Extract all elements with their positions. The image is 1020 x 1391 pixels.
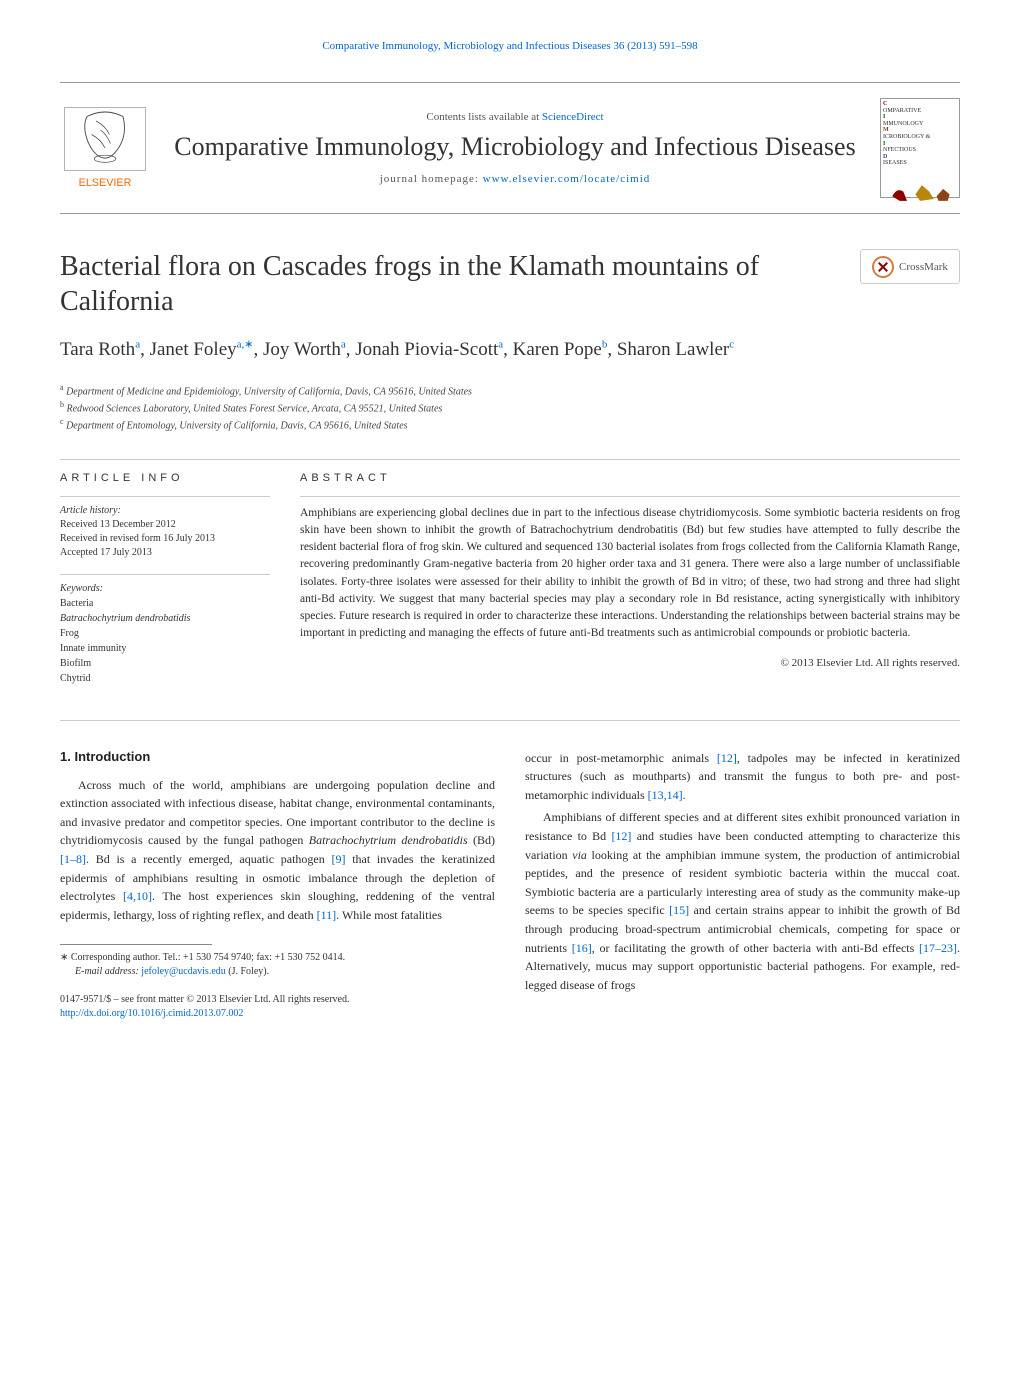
article-info: ARTICLE INFO Article history: Received 1… <box>60 472 270 700</box>
running-header: Comparative Immunology, Microbiology and… <box>60 40 960 52</box>
body-paragraph: Across much of the world, amphibians are… <box>60 776 495 925</box>
keyword: Biofilm <box>60 656 270 671</box>
email-who: (J. Foley). <box>228 966 269 977</box>
sciencedirect-link[interactable]: ScienceDirect <box>542 111 604 123</box>
journal-title: Comparative Immunology, Microbiology and… <box>150 131 880 162</box>
homepage-line: journal homepage: www.elsevier.com/locat… <box>150 173 880 185</box>
article-info-heading: ARTICLE INFO <box>60 472 270 484</box>
email-link[interactable]: jefoley@ucdavis.edu <box>141 966 225 977</box>
masthead: ELSEVIER Contents lists available at Sci… <box>60 82 960 214</box>
abstract-text: Amphibians are experiencing global decli… <box>300 505 960 643</box>
body-col-left: 1. Introduction Across much of the world… <box>60 749 495 1022</box>
body-columns: 1. Introduction Across much of the world… <box>60 749 960 1022</box>
cover-title: COMPARATIVE IMMUNOLOGY MICROBIOLOGY & IN… <box>883 101 957 167</box>
elsevier-logo: ELSEVIER <box>60 103 150 193</box>
abstract-copyright: © 2013 Elsevier Ltd. All rights reserved… <box>300 657 960 669</box>
body-paragraph: Amphibians of different species and at d… <box>525 808 960 994</box>
elsevier-text: ELSEVIER <box>79 177 132 189</box>
email-label: E-mail address: <box>75 966 139 977</box>
keyword: Batrachochytrium dendrobatidis <box>60 611 270 626</box>
corresponding-text: ∗ Corresponding author. Tel.: +1 530 754… <box>60 951 495 965</box>
journal-cover: COMPARATIVE IMMUNOLOGY MICROBIOLOGY & IN… <box>880 98 960 198</box>
keyword: Frog <box>60 626 270 641</box>
abstract-heading: ABSTRACT <box>300 472 960 484</box>
title-row: Bacterial flora on Cascades frogs in the… <box>60 249 960 319</box>
sciencedirect-line: Contents lists available at ScienceDirec… <box>150 111 880 123</box>
intro-heading: 1. Introduction <box>60 749 495 764</box>
keyword: Chytrid <box>60 671 270 686</box>
sciencedirect-prefix: Contents lists available at <box>426 111 541 123</box>
homepage-link[interactable]: www.elsevier.com/locate/cimid <box>483 173 651 185</box>
body-paragraph: occur in post-metamorphic animals [12], … <box>525 749 960 805</box>
body-col-right: occur in post-metamorphic animals [12], … <box>525 749 960 1022</box>
crossmark-badge[interactable]: CrossMark <box>860 249 960 284</box>
info-abstract-block: ARTICLE INFO Article history: Received 1… <box>60 459 960 721</box>
doi-link[interactable]: http://dx.doi.org/10.1016/j.cimid.2013.0… <box>60 1008 243 1019</box>
history-item: Received 13 December 2012 <box>60 518 270 532</box>
cover-image <box>883 167 957 207</box>
footer-meta: 0147-9571/$ – see front matter © 2013 El… <box>60 993 495 1021</box>
keywords-block: Keywords: Bacteria Batrachochytrium dend… <box>60 583 270 686</box>
keywords-list: Bacteria Batrachochytrium dendrobatidis … <box>60 596 270 686</box>
issn-line: 0147-9571/$ – see front matter © 2013 El… <box>60 993 495 1007</box>
article-title: Bacterial flora on Cascades frogs in the… <box>60 249 860 319</box>
authors: Tara Rotha, Janet Foleya,∗, Joy Wortha, … <box>60 337 960 364</box>
article-history: Article history: Received 13 December 20… <box>60 505 270 560</box>
crossmark-label: CrossMark <box>899 261 948 273</box>
history-label: Article history: <box>60 505 270 516</box>
corresponding-footnote: ∗ Corresponding author. Tel.: +1 530 754… <box>60 951 495 979</box>
running-header-link[interactable]: Comparative Immunology, Microbiology and… <box>322 40 697 52</box>
footnote-separator <box>60 944 212 945</box>
history-item: Received in revised form 16 July 2013 <box>60 532 270 546</box>
history-item: Accepted 17 July 2013 <box>60 546 270 560</box>
affiliation: c Department of Entomology, University o… <box>60 416 960 433</box>
masthead-center: Contents lists available at ScienceDirec… <box>150 111 880 184</box>
crossmark-icon <box>872 256 894 278</box>
affiliation: a Department of Medicine and Epidemiolog… <box>60 382 960 399</box>
affiliation: b Redwood Sciences Laboratory, United St… <box>60 399 960 416</box>
homepage-prefix: journal homepage: <box>380 173 483 185</box>
keyword: Bacteria <box>60 596 270 611</box>
keyword: Innate immunity <box>60 641 270 656</box>
keywords-label: Keywords: <box>60 583 270 594</box>
affiliations: a Department of Medicine and Epidemiolog… <box>60 382 960 434</box>
abstract: ABSTRACT Amphibians are experiencing glo… <box>300 472 960 700</box>
